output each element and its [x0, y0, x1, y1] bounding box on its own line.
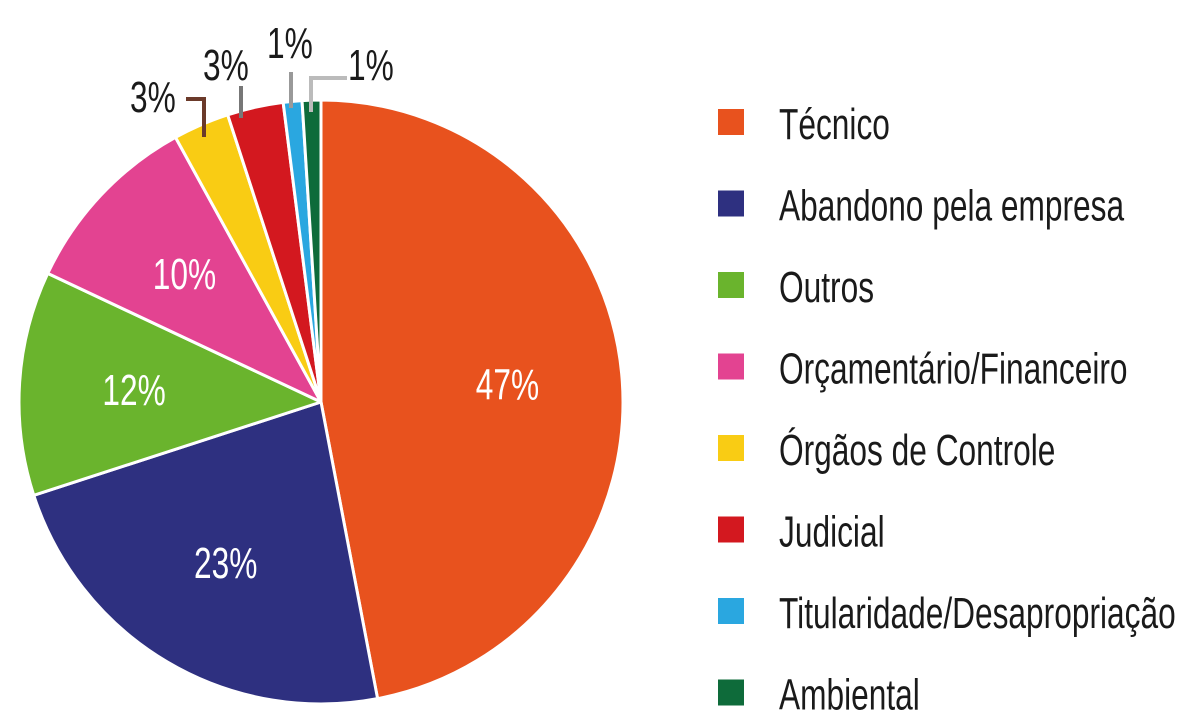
pie-slice-tecnico [319, 98, 625, 701]
legend-swatch-abandono-pela-empresa [718, 190, 744, 217]
data-label-judicial: 3% [203, 41, 249, 90]
pie-slice-outros [17, 271, 323, 497]
data-label-abandono-pela-empresa: 23% [194, 539, 257, 588]
legend-swatch-judicial [718, 516, 744, 543]
leader-line-organs [186, 97, 206, 137]
legend-swatch-orcamentario-financeiro [718, 353, 744, 380]
pie-slice-abandono-pela-empresa [32, 400, 380, 706]
legend-label-orcamentario-financeiro: Orçamentário/Financeiro [779, 344, 1128, 393]
legend-swatch-orgaos-de-controle [718, 435, 744, 461]
legend-label-tecnico: Técnico [779, 100, 890, 149]
legend-label-abandono-pela-empresa: Abandono pela empresa [779, 181, 1125, 230]
legend-swatch-ambiental [718, 679, 744, 706]
legend-label-judicial: Judicial [779, 507, 885, 556]
data-label-tecnico: 47% [476, 360, 539, 409]
data-label-outros: 12% [102, 366, 165, 415]
leader-line-ambiental [309, 76, 347, 112]
legend-label-ambiental: Ambiental [779, 670, 920, 719]
data-label-titularidade-desapropriacao: 1% [267, 19, 313, 68]
legend-label-outros: Outros [779, 263, 874, 312]
legend-label-orgaos-de-controle: Órgãos de Controle [779, 426, 1055, 475]
legend-swatch-titularidade-desapropriacao [718, 598, 744, 624]
pie-slice-orcamentario-financeiro [46, 135, 323, 404]
data-label-orcamentario-financeiro: 10% [153, 250, 216, 299]
data-label-ambiental: 1% [348, 41, 394, 90]
legend-label-titularidade-desapropriacao: Titularidade/Desapropriação [779, 589, 1176, 638]
legend-swatch-outros [718, 272, 744, 298]
legend-swatch-tecnico [718, 109, 744, 135]
data-label-orgaos-de-controle: 3% [130, 73, 176, 122]
